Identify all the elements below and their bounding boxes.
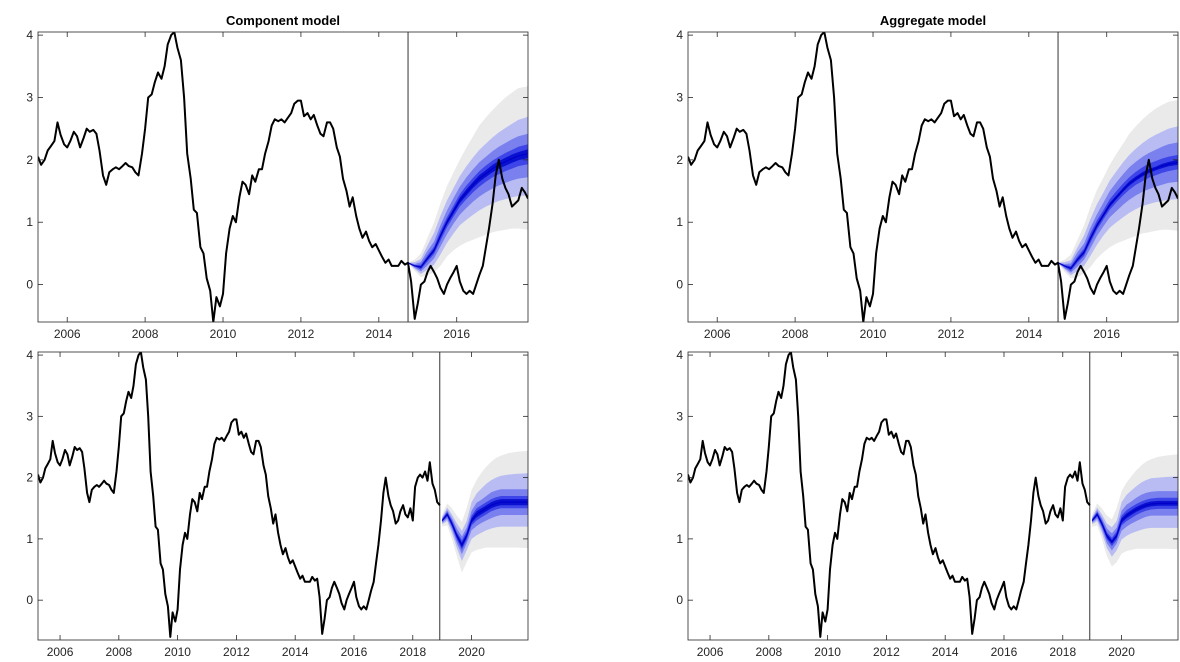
y-tick-label: 3 — [26, 409, 33, 423]
x-tick-label: 2008 — [782, 327, 809, 341]
x-tick-label: 2008 — [105, 645, 132, 659]
axes-box — [687, 31, 1179, 323]
x-tick-label: 2010 — [164, 645, 191, 659]
plot-area — [38, 32, 528, 322]
y-tick-label: 3 — [676, 409, 683, 423]
y-tick-label: 4 — [26, 28, 33, 42]
plot-area — [688, 32, 1178, 322]
x-tick-label: 2008 — [132, 327, 159, 341]
x-tick-label: 2016 — [1093, 327, 1120, 341]
x-tick-label: 2010 — [860, 327, 887, 341]
x-tick-label: 2016 — [341, 645, 368, 659]
x-tick-label: 2020 — [458, 645, 485, 659]
y-tick-label: 1 — [26, 215, 33, 229]
fan-median-line — [1057, 161, 1178, 270]
x-tick-label: 2006 — [697, 645, 724, 659]
x-tick-label: 2014 — [365, 327, 392, 341]
y-tick-label: 1 — [26, 532, 33, 546]
y-tick-label: 0 — [26, 278, 33, 292]
axes-box — [37, 351, 529, 641]
y-tick-label: 2 — [676, 153, 683, 167]
fan-median-line — [1091, 502, 1178, 543]
axes-box — [687, 351, 1179, 641]
y-tick-label: 1 — [676, 532, 683, 546]
y-tick-label: 2 — [26, 471, 33, 485]
x-tick-label: 2006 — [704, 327, 731, 341]
panel-component-model-update: 0 1 2 3 4 2006 2008 2010 2012 2014 2016 2018 2020 — [24, 346, 529, 662]
fan-band-5 — [408, 149, 528, 269]
y-tick-label: 2 — [26, 153, 33, 167]
plot-area — [38, 352, 528, 640]
panel-aggregate-model: 0 1 2 3 4 2006 2008 2010 2012 2014 2016 Aggregate m… — [674, 8, 1179, 344]
series-line-1 — [38, 32, 528, 322]
y-tick-label: 4 — [676, 348, 683, 362]
fan-band-4 — [1058, 154, 1178, 271]
y-tick-label: 0 — [26, 593, 33, 607]
y-tick-label: 3 — [676, 90, 683, 104]
fan-band-5 — [1092, 500, 1178, 544]
x-tick-label: 2010 — [210, 327, 237, 341]
y-tick-label: 4 — [676, 28, 683, 42]
x-tick-label: 2008 — [755, 645, 782, 659]
x-tick-label: 2018 — [399, 645, 426, 659]
x-tick-label: 2014 — [282, 645, 309, 659]
y-tick-label: 0 — [676, 278, 683, 292]
chart-title: Aggregate model — [880, 13, 986, 28]
x-tick-label: 2014 — [932, 645, 959, 659]
fan-median-line — [407, 153, 528, 268]
x-tick-label: 2014 — [1015, 327, 1042, 341]
y-tick-label: 3 — [26, 90, 33, 104]
chart-title: Component model — [226, 13, 340, 28]
chart-aggregate-model-update: 0 1 2 3 4 2006 2008 2010 2012 2014 2016 2018 2020 — [676, 348, 1179, 659]
chart-component-model: 0 1 2 3 4 2006 2008 2010 2012 2014 2016 Component m… — [26, 13, 529, 341]
chart-component-model-update: 0 1 2 3 4 2006 2008 2010 2012 2014 2016 2018 2020 — [26, 348, 529, 659]
y-tick-label: 2 — [676, 471, 683, 485]
x-tick-label: 2012 — [288, 327, 315, 341]
panel-component-model: 0 1 2 3 4 2006 2008 2010 2012 2014 2016 Component m… — [24, 8, 529, 344]
x-tick-label: 2018 — [1049, 645, 1076, 659]
x-tick-label: 2006 — [54, 327, 81, 341]
panel-aggregate-model-update: 0 1 2 3 4 2006 2008 2010 2012 2014 2016 2018 2020 — [674, 346, 1179, 662]
series-line-1 — [688, 32, 1178, 322]
x-tick-label: 2012 — [873, 645, 900, 659]
x-tick-label: 2016 — [991, 645, 1018, 659]
x-tick-label: 2020 — [1108, 645, 1135, 659]
plot-area — [688, 352, 1178, 640]
series-line-1 — [38, 352, 441, 638]
x-tick-label: 2010 — [814, 645, 841, 659]
y-tick-label: 0 — [676, 593, 683, 607]
plot-content — [38, 32, 528, 322]
plot-content — [688, 352, 1178, 640]
y-tick-label: 4 — [26, 348, 33, 362]
fan-band-4 — [408, 144, 528, 270]
series-line-1 — [688, 352, 1091, 638]
plot-content — [688, 32, 1178, 322]
x-tick-label: 2012 — [938, 327, 965, 341]
axes-box — [37, 31, 529, 323]
x-tick-label: 2006 — [47, 645, 74, 659]
x-tick-label: 2016 — [443, 327, 470, 341]
y-tick-label: 1 — [676, 215, 683, 229]
plot-content — [38, 352, 528, 640]
chart-aggregate-model: 0 1 2 3 4 2006 2008 2010 2012 2014 2016 Aggregate m… — [676, 13, 1179, 341]
x-tick-label: 2012 — [223, 645, 250, 659]
fan-median-line — [441, 501, 528, 547]
